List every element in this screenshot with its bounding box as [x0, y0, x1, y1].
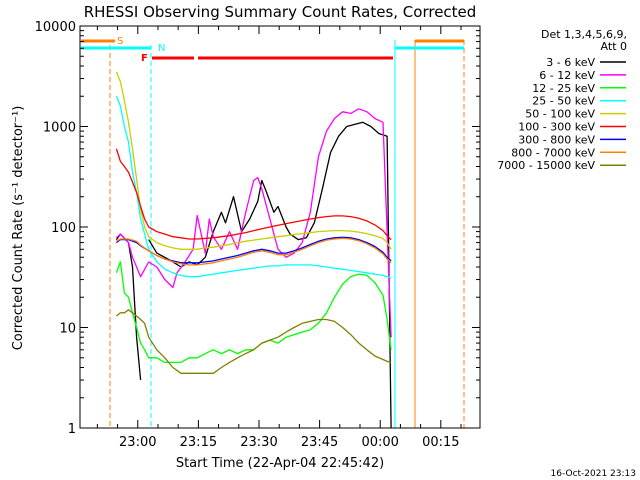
x-tick-label: 00:15	[422, 435, 459, 450]
x-tick-label: 23:00	[119, 435, 156, 450]
legend-label: 300 - 800 keV	[518, 133, 595, 146]
legend-header: Att 0	[601, 40, 627, 53]
x-tick-label: 00:00	[361, 435, 398, 450]
timestamp-label: 16-Oct-2021 23:13	[551, 469, 636, 479]
series-line-4	[115, 71, 392, 250]
flare-marker-label: F	[141, 53, 148, 64]
series-line-6	[116, 236, 392, 264]
chart-title: RHESSI Observing Summary Count Rates, Co…	[84, 3, 477, 21]
y-axis: 1 10 100 1000 10000	[35, 20, 480, 437]
x-tick-label: 23:45	[301, 435, 338, 450]
series-line-0	[115, 121, 392, 429]
legend-label: 800 - 7000 keV	[511, 146, 595, 159]
series-lines	[115, 71, 392, 429]
saa-marker-label: S	[117, 36, 123, 47]
night-marker-label: N	[158, 43, 165, 54]
x-axis-label: Start Time (22-Apr-04 22:45:42)	[176, 456, 384, 471]
legend-label: 12 - 25 keV	[532, 82, 595, 95]
x-tick-label: 23:30	[240, 435, 277, 450]
series-line-2	[115, 261, 392, 364]
legend-label: 25 - 50 keV	[532, 95, 595, 108]
y-axis-label: Corrected Count Rate (s⁻¹ detector⁻¹)	[11, 106, 26, 351]
x-axis: 23:00 23:15 23:30 23:45 00:00 00:15	[96, 26, 462, 450]
legend-label: 7000 - 15000 keV	[497, 159, 595, 172]
y-tick-label: 10000	[35, 20, 76, 35]
legend-label: 6 - 12 keV	[539, 69, 595, 82]
y-tick-label: 1	[68, 422, 76, 437]
series-line-8	[115, 309, 392, 374]
y-tick-label: 1000	[43, 121, 76, 136]
series-line-3	[115, 95, 392, 279]
observing-intervals: S NF	[81, 36, 465, 428]
legend-label: 100 - 300 keV	[518, 121, 595, 134]
legend-label: 3 - 6 keV	[546, 56, 595, 69]
series-line-7	[116, 237, 392, 266]
y-tick-label: 10	[59, 322, 76, 337]
x-tick-label: 23:15	[180, 435, 217, 450]
y-tick-label: 100	[51, 221, 76, 236]
series-line-5	[115, 148, 392, 241]
legend-label: 50 - 100 keV	[525, 108, 595, 121]
series-line-1	[115, 108, 392, 338]
legend-header: Det 1,3,4,5,6,9,	[541, 28, 627, 41]
